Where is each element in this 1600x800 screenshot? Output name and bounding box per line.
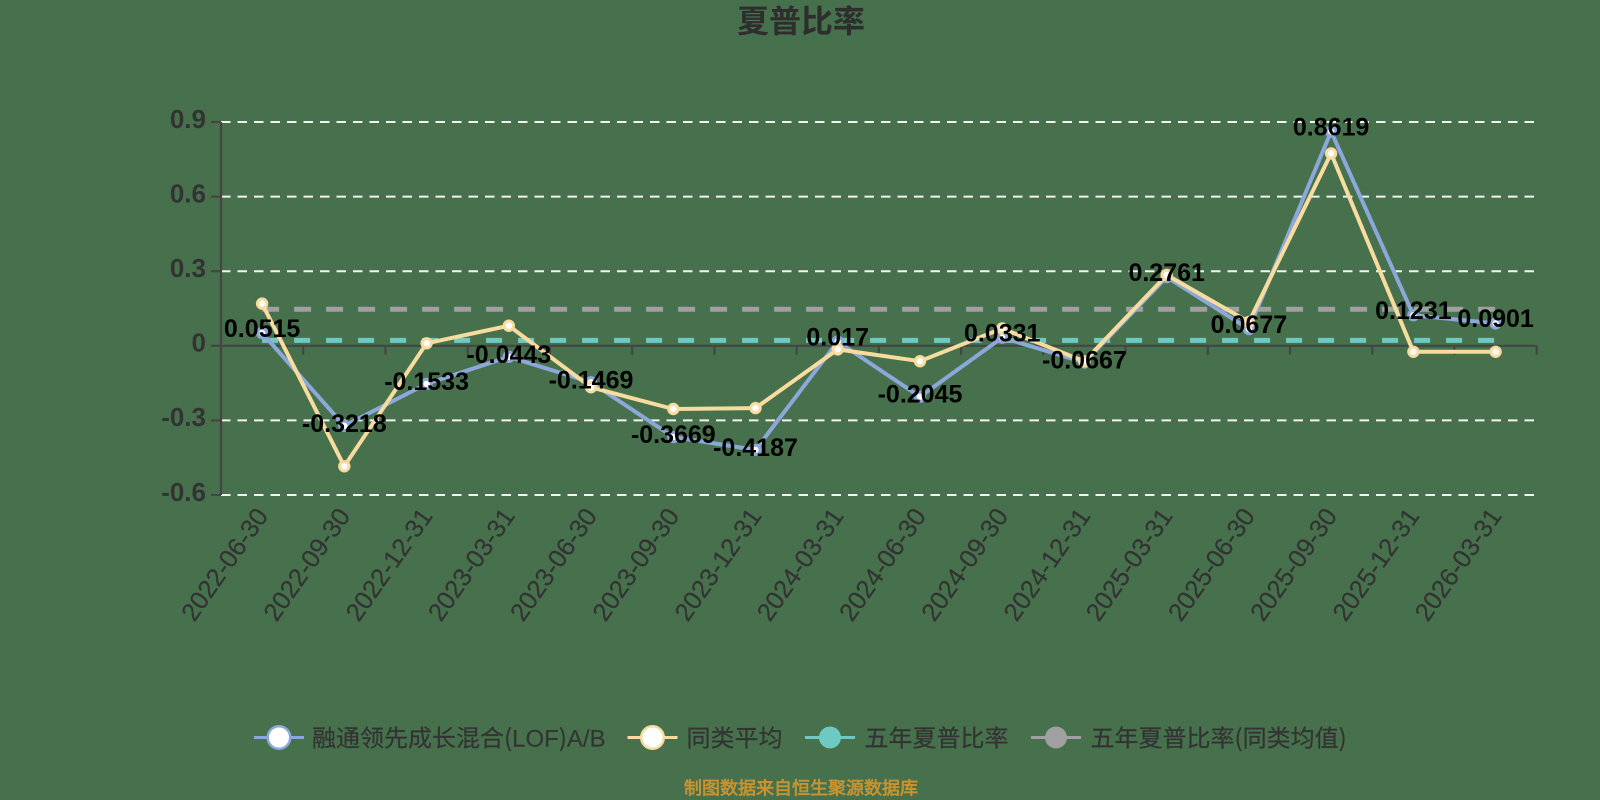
svg-text:-0.0443: -0.0443 <box>466 341 551 369</box>
svg-text:-0.3218: -0.3218 <box>302 410 387 438</box>
svg-text:0.017: 0.017 <box>806 323 869 351</box>
svg-text:0.3: 0.3 <box>170 253 206 283</box>
svg-text:-0.4187: -0.4187 <box>713 434 798 462</box>
svg-text:0.0331: 0.0331 <box>964 319 1041 347</box>
svg-text:0.0677: 0.0677 <box>1211 311 1287 339</box>
svg-text:-0.0667: -0.0667 <box>1042 346 1127 374</box>
svg-text:-0.1469: -0.1469 <box>549 366 634 394</box>
svg-text:-0.1533: -0.1533 <box>384 368 469 396</box>
svg-text:0.9: 0.9 <box>170 104 206 134</box>
svg-text:0.8619: 0.8619 <box>1293 113 1369 141</box>
svg-text:-0.2045: -0.2045 <box>878 381 963 409</box>
svg-text:-0.3: -0.3 <box>161 402 206 432</box>
svg-text:0.0515: 0.0515 <box>224 315 301 343</box>
svg-text:-0.3669: -0.3669 <box>631 421 716 449</box>
svg-text:-0.6: -0.6 <box>161 477 206 507</box>
svg-text:0.2761: 0.2761 <box>1128 259 1205 287</box>
svg-text:0.6: 0.6 <box>170 178 206 208</box>
svg-text:0.1231: 0.1231 <box>1375 297 1452 325</box>
svg-text:0: 0 <box>192 328 206 358</box>
svg-text:0.0901: 0.0901 <box>1457 305 1534 333</box>
